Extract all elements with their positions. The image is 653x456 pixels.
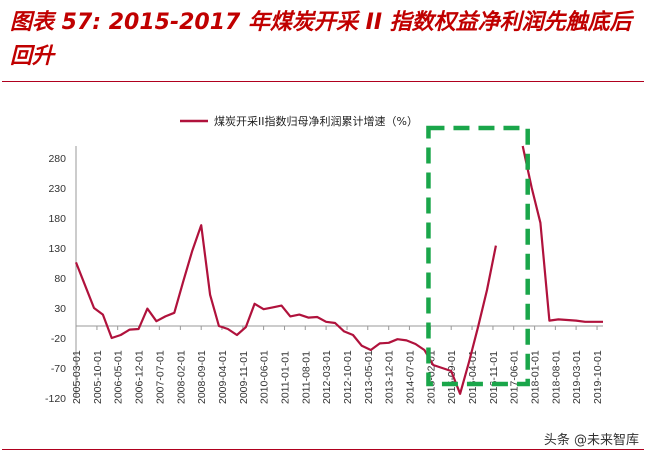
y-tick-label: 80 (54, 273, 66, 285)
x-tick-label: 2019-03-01 (571, 350, 583, 404)
series-line-segment (74, 224, 497, 395)
x-tick-label: 2008-02-01 (175, 350, 187, 404)
y-tick-label: -70 (51, 363, 66, 375)
x-tick-label: 2006-12-01 (134, 350, 146, 404)
x-tick-label: 2006-05-01 (113, 350, 125, 404)
x-tick-label: 2013-12-01 (384, 350, 396, 404)
x-tick-label: 2012-10-01 (342, 350, 354, 404)
x-tick-label: 2015-09-01 (446, 350, 458, 404)
x-tick-label: 2017-06-01 (509, 350, 521, 404)
y-tick-label: 130 (48, 243, 66, 255)
y-tick-label: 230 (48, 183, 66, 195)
x-tick-label: 2018-01-01 (530, 350, 542, 404)
series-line-segment (521, 145, 603, 323)
footer-rule (2, 449, 644, 450)
x-tick-label: 2011-01-01 (280, 351, 292, 404)
x-tick-label: 2010-06-01 (259, 350, 271, 404)
x-tick-label: 2008-09-01 (196, 350, 208, 404)
x-tick-label: 2012-03-01 (321, 350, 333, 404)
x-tick-label: 2015-02-01 (425, 350, 437, 404)
x-tick-label: 2014-07-01 (404, 350, 416, 404)
x-tick-label: 2018-08-01 (550, 350, 562, 404)
x-tick-label: 2011-08-01 (300, 351, 312, 404)
y-tick-label: -120 (45, 393, 66, 405)
x-tick-label: 2013-05-01 (363, 350, 375, 404)
x-tick-label: 2019-10-01 (592, 350, 604, 404)
watermark: 头条 @未来智库 (543, 433, 639, 448)
y-tick-label: 280 (48, 153, 66, 165)
page-title: 图表 57: 2015-2017 年煤炭开采 II 指数权益净利润先触底后回升 (10, 10, 632, 69)
x-tick-label: 2016-04-01 (467, 350, 479, 404)
x-tick-label: 2007-07-01 (154, 350, 166, 404)
legend-label: 煤炭开采II指数归母净利润累计增速（%） (214, 114, 418, 128)
x-tick-label: 2016-11-01 (488, 351, 500, 404)
x-tick-label: 2009-04-01 (217, 350, 229, 404)
x-tick-label: 2005-03-01 (71, 350, 83, 404)
highlight-box (426, 125, 530, 387)
y-tick-label: -20 (51, 333, 66, 345)
title-rule-top (2, 81, 644, 82)
y-tick-label: 30 (54, 303, 66, 315)
x-tick-label: 2009-11-01 (238, 351, 250, 404)
chart-legend: 煤炭开采II指数归母净利润累计增速（%） (180, 114, 418, 128)
y-tick-label: 180 (48, 213, 66, 225)
x-tick-label: 2005-10-01 (92, 350, 104, 404)
